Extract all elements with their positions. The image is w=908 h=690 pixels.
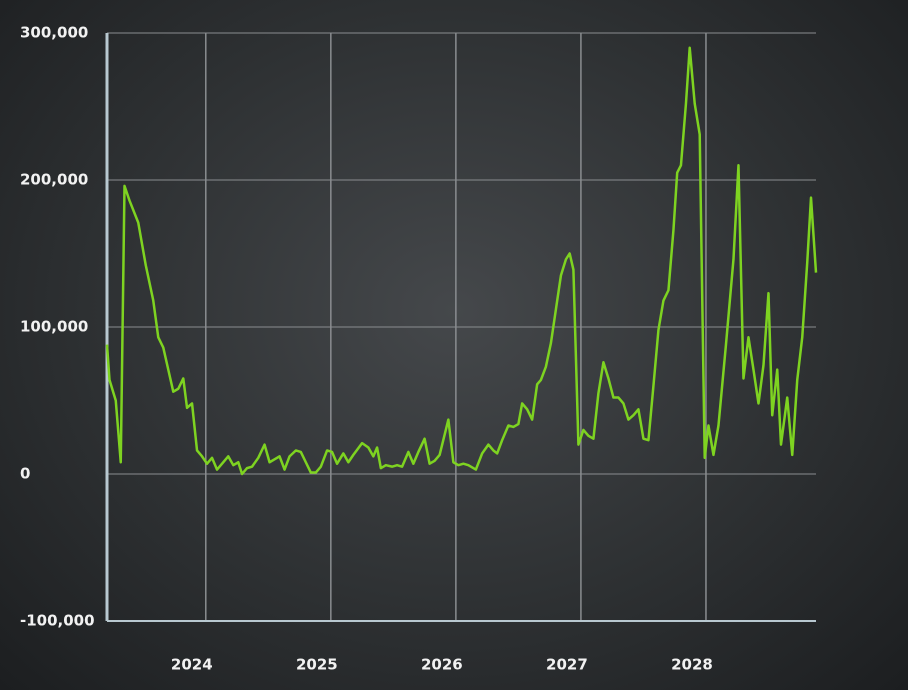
y-tick-label: -100,000 <box>20 612 95 630</box>
x-tick-label: 2025 <box>296 656 338 674</box>
y-tick-label: 0 <box>20 465 30 483</box>
data-line <box>105 46 818 476</box>
y-tick-label: 100,000 <box>20 318 88 336</box>
y-tick-label: 300,000 <box>20 24 88 42</box>
x-tick-label: 2024 <box>171 656 213 674</box>
x-tick-label: 2027 <box>546 656 588 674</box>
y-tick-label: 200,000 <box>20 171 88 189</box>
x-tick-label: 2028 <box>671 656 713 674</box>
x-tick-label: 2026 <box>421 656 463 674</box>
